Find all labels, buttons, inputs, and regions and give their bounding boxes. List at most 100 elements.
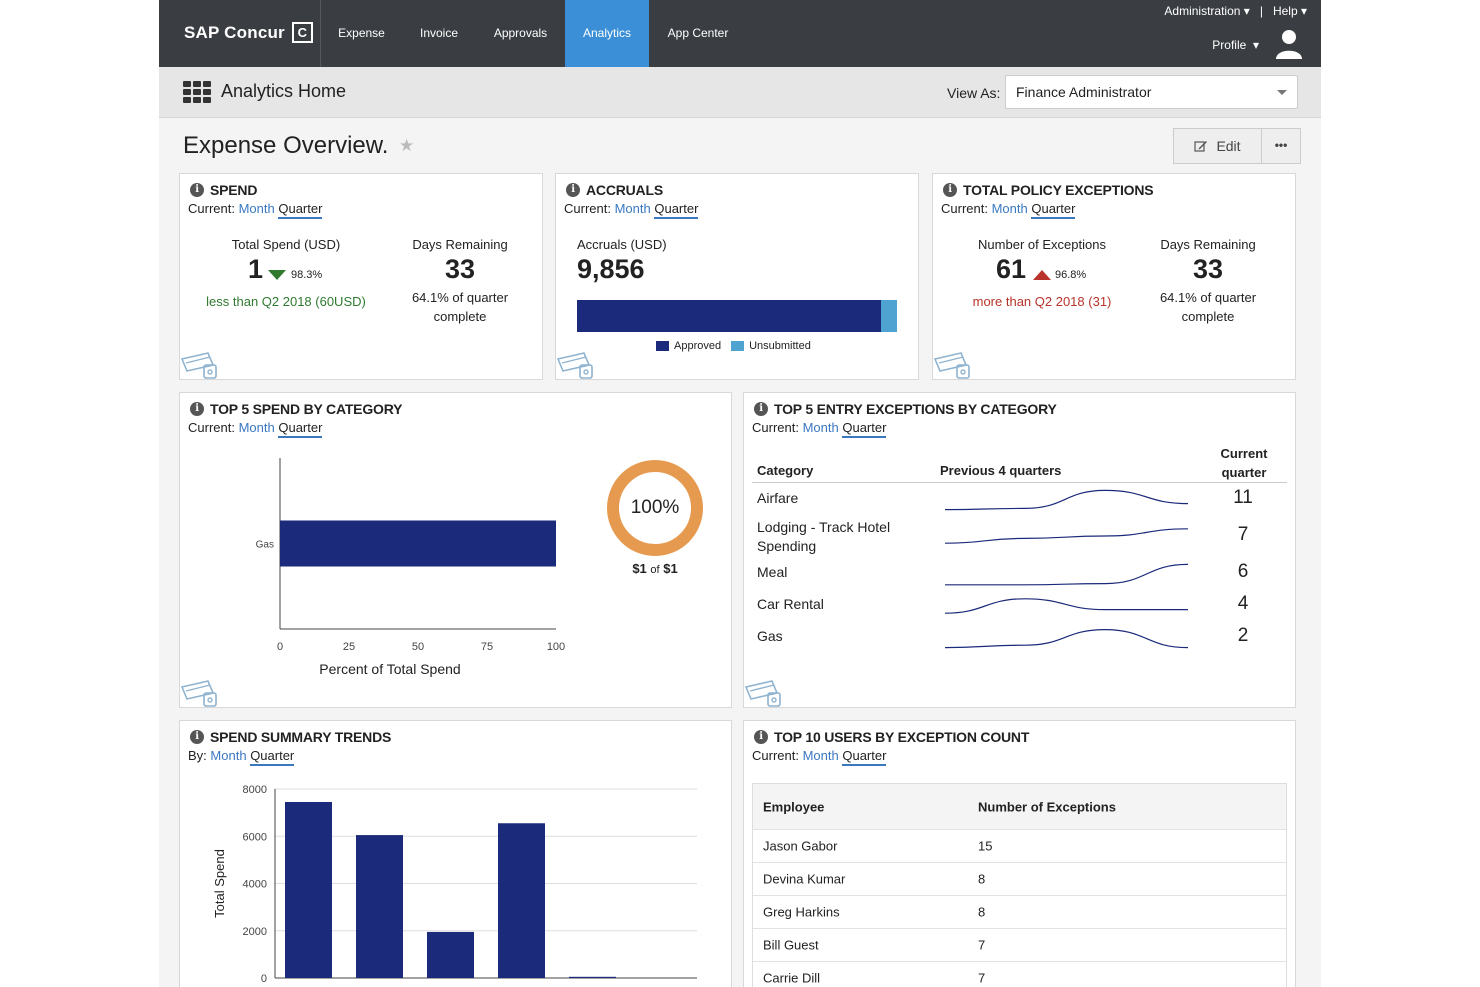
period-quarter-link[interactable]: Quarter [250,748,295,766]
current-label: Current: [188,420,235,435]
info-icon[interactable]: i [754,402,768,416]
info-icon[interactable]: i [190,402,204,416]
administration-menu[interactable]: Administration ▾ [1164,4,1249,18]
table-row[interactable]: Bill Guest 7 [753,928,1286,961]
app-window: SAP Concur C Expense Invoice Approvals A… [159,0,1321,987]
accruals-label: Accruals (USD) [577,237,667,252]
x-tick-label: 25 [343,641,355,653]
favorite-star-icon[interactable]: ★ [399,136,415,155]
sparkline-3 [944,563,1189,586]
nav-invoice[interactable]: Invoice [419,26,459,40]
menu-separator: | [1259,4,1263,18]
exception-count: 7 [978,937,986,953]
view-as-value: Finance Administrator [1016,84,1152,100]
col-employee[interactable]: Employee [763,799,825,814]
trend-bar-4[interactable] [498,823,545,978]
table-row[interactable]: Carrie Dill 7 [753,961,1286,987]
wallet-icon [556,352,593,379]
caret-down-icon: ▾ [1300,4,1307,18]
days-note-line-2: complete [1181,309,1235,324]
current-quarter-value: 7 [1237,524,1249,545]
help-menu[interactable]: Help ▾ [1273,4,1307,18]
period-quarter-link[interactable]: Quarter [842,420,887,438]
category-line-1: Lodging - Track Hotel [757,519,891,535]
info-icon[interactable]: i [943,183,957,197]
chevron-down-icon [1277,90,1287,95]
app-grid-icon[interactable] [183,81,211,103]
exception-category: Car Rental [757,596,824,612]
exceptions-count-label: Number of Exceptions [978,237,1106,252]
info-icon[interactable]: i [190,183,204,197]
accruals-card: i ACCRUALS Current: Month Quarter Accrua… [555,173,919,380]
exception-count: 8 [978,904,986,920]
more-options-button[interactable]: ••• [1261,128,1301,164]
trend-bar-5[interactable] [569,976,616,978]
table-row[interactable]: Jason Gabor 15 [753,829,1286,862]
days-remaining-label: Days Remaining [412,237,508,252]
spend-trends-chart: 0 2000 4000 6000 8000 Total Spend [212,784,697,985]
period-month-link[interactable]: Month [210,748,247,763]
info-icon[interactable]: i [190,730,204,744]
total-spend-label: Total Spend (USD) [231,237,341,252]
period-selector: Current: Month Quarter [941,201,1076,219]
bar-gas[interactable] [280,520,556,567]
nav-approvals[interactable]: Approvals [493,26,548,40]
pencil-icon [1194,141,1208,152]
top5-spend-title: TOP 5 SPEND BY CATEGORY [210,401,403,417]
period-month-link[interactable]: Month [802,420,839,435]
spend-by-category-chart: 0 25 50 75 100 Gas [256,458,565,653]
total-spend-value: 1 [248,254,264,284]
current-quarter-value: 4 [1237,593,1249,614]
period-month-link[interactable]: Month [238,420,275,435]
donut-ring [607,460,703,556]
info-icon[interactable]: i [754,730,768,744]
period-quarter-link[interactable]: Quarter [278,201,323,219]
current-label: Current: [941,201,988,216]
total-spend-percent: 98.3% [291,269,323,281]
caret-down-icon: ▾ [1243,4,1250,18]
table-row[interactable]: Devina Kumar 8 [753,862,1286,895]
trend-bar-3[interactable] [427,931,474,978]
edit-button[interactable]: Edit [1173,128,1262,164]
accruals-legend: Approved Unsubmitted [656,340,811,352]
sparkline-5 [944,628,1189,649]
trend-bar-2[interactable] [356,835,403,978]
period-quarter-link[interactable]: Quarter [278,420,323,438]
y-axis-label: Total Spend [212,849,227,918]
nav-expense[interactable]: Expense [338,26,385,40]
period-month-link[interactable]: Month [238,201,275,216]
legend-unsubmitted-label: Unsubmitted [749,340,811,352]
col-exception-count[interactable]: Number of Exceptions [978,799,1116,814]
profile-menu[interactable]: Profile ▾ [1212,38,1259,52]
period-quarter-link[interactable]: Quarter [1031,201,1076,219]
table-row[interactable]: Greg Harkins 8 [753,895,1286,928]
period-month-link[interactable]: Month [614,201,651,216]
col-current-line-2: quarter [1221,465,1267,480]
trends-title: SPEND SUMMARY TRENDS [210,729,392,745]
info-icon[interactable]: i [566,183,580,197]
top5-spend-card: i TOP 5 SPEND BY CATEGORY Current: Month… [179,392,732,708]
period-quarter-link[interactable]: Quarter [654,201,699,219]
spend-trends-card: i SPEND SUMMARY TRENDS By: Month Quarter… [179,720,732,987]
sub-header: Analytics Home View As: Finance Administ… [159,67,1321,118]
user-avatar-icon[interactable] [1275,28,1303,60]
nav-analytics[interactable]: Analytics [565,0,649,67]
days-remaining-label: Days Remaining [1160,237,1256,252]
brand-logo[interactable]: SAP Concur C [184,22,313,43]
down-arrow-icon [268,270,286,280]
caret-down-icon: ▾ [1252,38,1259,52]
nav-divider [320,0,321,67]
exceptions-percent: 96.8% [1055,269,1087,281]
period-month-link[interactable]: Month [991,201,1028,216]
period-month-link[interactable]: Month [802,748,839,763]
period-quarter-link[interactable]: Quarter [842,748,887,766]
brand-name: SAP Concur [184,22,285,42]
employee-name: Devina Kumar [763,871,846,887]
trend-bar-1[interactable] [285,801,332,978]
y-tick-label: 6000 [243,831,267,843]
donut-spent: $1 [632,561,647,576]
current-label: Current: [564,201,611,216]
view-as-select[interactable]: Finance Administrator [1005,75,1298,109]
days-remaining-note: 64.1% of quarter complete [395,288,525,326]
nav-app-center[interactable]: App Center [667,26,729,40]
